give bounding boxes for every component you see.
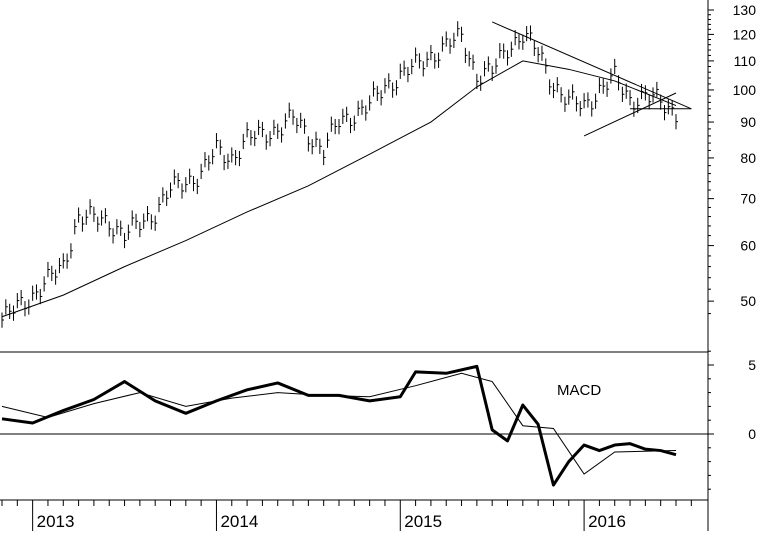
macd-tick-label: 5 <box>748 357 756 373</box>
price-tick-label: 130 <box>733 2 757 18</box>
price-tick-label: 110 <box>734 53 757 69</box>
price-tick-label: 50 <box>740 293 756 309</box>
macd-annotation: MACD <box>557 382 601 399</box>
price-tick-label: 120 <box>733 26 757 42</box>
price-tick-label: 100 <box>733 82 757 98</box>
year-label: 2014 <box>220 512 258 531</box>
moving-average-line <box>1 60 677 318</box>
year-label: 2016 <box>588 512 626 531</box>
price-tick-label: 90 <box>740 114 756 130</box>
trendline-1 <box>491 21 692 110</box>
macd-signal-line <box>1 372 677 475</box>
trendline-2 <box>583 92 677 137</box>
macd-tick-label: 0 <box>748 426 756 442</box>
price-tick-label: 80 <box>740 150 756 166</box>
year-label: 2013 <box>37 512 75 531</box>
price-tick-label: 70 <box>740 191 756 207</box>
year-label: 2015 <box>404 512 442 531</box>
price-tick-label: 60 <box>740 238 756 254</box>
macd-line <box>1 364 677 487</box>
